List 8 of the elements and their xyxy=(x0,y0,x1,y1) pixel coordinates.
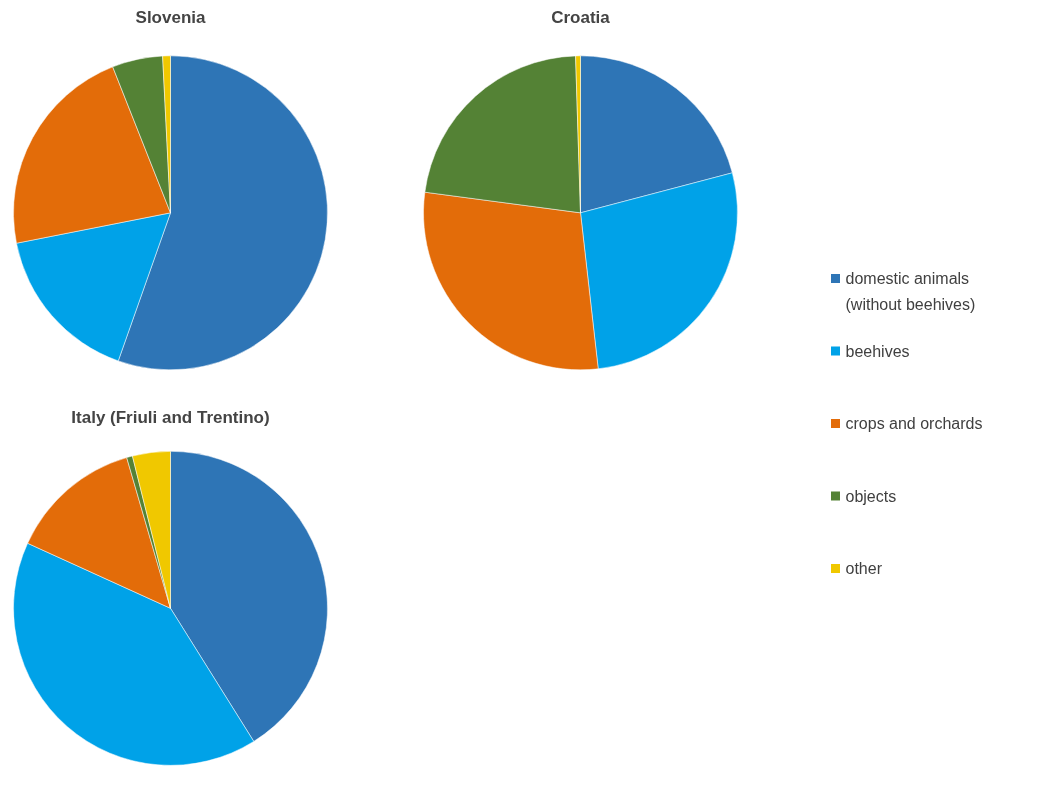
legend-label: objects xyxy=(845,487,897,505)
legend-label: other xyxy=(845,560,883,577)
legend-label: domestic animals (without beehives) xyxy=(845,270,976,313)
legend-label: crops and orchards xyxy=(845,415,983,432)
legend-label: beehives xyxy=(845,342,910,360)
chart-title: Slovenia xyxy=(135,7,206,27)
chart-title: Croatia xyxy=(551,7,611,27)
chart-title: Italy (Friuli and Trentino) xyxy=(71,407,270,427)
